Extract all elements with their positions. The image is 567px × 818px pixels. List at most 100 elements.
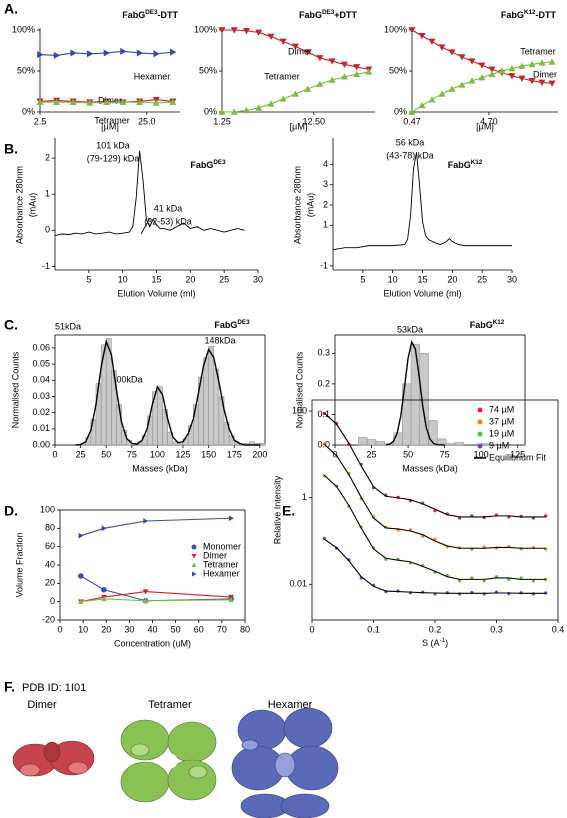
x-axis-label: Concentration (uM) bbox=[114, 638, 191, 648]
marker bbox=[304, 85, 312, 92]
histogram-bar bbox=[454, 442, 464, 446]
marker bbox=[408, 108, 416, 115]
marker bbox=[365, 68, 373, 75]
legend-label: 9 µM bbox=[489, 440, 509, 450]
y-axis-label: Absorbance 280nm bbox=[14, 166, 24, 244]
histogram-bar bbox=[157, 386, 163, 446]
x-axis-label: Elution Volume (ml) bbox=[383, 288, 461, 298]
text-part: ) bbox=[445, 638, 448, 648]
y-tick-label: 0% bbox=[22, 106, 35, 116]
structure-name: Hexamer bbox=[268, 699, 313, 711]
legend-label: Hexamer bbox=[203, 568, 240, 578]
y-tick-label: 100% bbox=[12, 24, 35, 34]
histogram-bar bbox=[193, 404, 199, 446]
data-line bbox=[80, 517, 232, 537]
histogram-bar bbox=[167, 431, 174, 446]
series-label: Dimer bbox=[98, 95, 122, 105]
marker bbox=[544, 577, 548, 581]
histogram-bar bbox=[146, 415, 153, 446]
chart-title: FabGDE3+DTT bbox=[299, 9, 358, 20]
marker bbox=[102, 98, 110, 105]
legend-label: Tetramer bbox=[203, 559, 239, 569]
histogram-bar bbox=[141, 435, 148, 446]
marker bbox=[230, 108, 238, 115]
marker bbox=[53, 51, 61, 59]
y-tick-label: 50% bbox=[389, 65, 407, 75]
marker bbox=[418, 32, 426, 40]
x-tick-label: 25 bbox=[219, 274, 229, 284]
marker bbox=[291, 43, 299, 50]
marker bbox=[255, 29, 263, 36]
x-tick-label: 25 bbox=[477, 274, 487, 284]
x-tick-label: 4.70 bbox=[480, 116, 498, 126]
marker bbox=[304, 49, 312, 56]
marker bbox=[316, 80, 324, 87]
marker bbox=[482, 579, 486, 583]
histogram-bar bbox=[445, 443, 456, 446]
y-tick-label: -20 bbox=[42, 614, 55, 624]
y-tick-label: 0% bbox=[394, 106, 407, 116]
marker bbox=[548, 58, 556, 65]
marker bbox=[218, 27, 226, 34]
marker bbox=[169, 98, 177, 105]
histogram-bar bbox=[259, 443, 266, 446]
panel-label: F. bbox=[4, 679, 15, 695]
x-tick-label: 125 bbox=[176, 449, 191, 459]
text-part: FabG bbox=[470, 320, 493, 330]
x-tick-label: 75 bbox=[440, 449, 450, 459]
marker bbox=[136, 49, 144, 57]
fit-line bbox=[323, 443, 546, 549]
marker bbox=[528, 60, 536, 68]
chart-title: FabGK12-DTT bbox=[501, 9, 557, 20]
marker bbox=[101, 525, 107, 532]
annotation: 51kDa bbox=[55, 321, 81, 331]
panel-label: C. bbox=[4, 317, 18, 333]
y-tick-label: 50% bbox=[17, 65, 35, 75]
marker bbox=[191, 544, 197, 550]
y-tick-label: 60 bbox=[45, 541, 55, 551]
histogram-bar bbox=[203, 357, 209, 446]
marker bbox=[143, 518, 149, 524]
superscript: DE3 bbox=[237, 319, 250, 326]
marker bbox=[228, 515, 234, 522]
series-label: Tetramer bbox=[94, 115, 130, 125]
annotation: 101 kDa bbox=[96, 140, 130, 150]
y-tick-label: 100 bbox=[40, 504, 55, 514]
legend-label: 37 µM bbox=[489, 416, 514, 426]
x-tick-label: 30 bbox=[124, 624, 134, 634]
x-tick-label: 0 bbox=[57, 624, 62, 634]
marker bbox=[518, 62, 526, 69]
marker bbox=[528, 78, 536, 85]
histogram-bar bbox=[375, 441, 385, 446]
marker bbox=[69, 98, 77, 105]
histogram-bar bbox=[419, 353, 429, 446]
x-tick-label: 10 bbox=[78, 624, 88, 634]
marker bbox=[477, 443, 483, 449]
y-tick-label: 0.01 bbox=[289, 579, 307, 589]
marker bbox=[192, 571, 197, 577]
data-line bbox=[411, 61, 553, 113]
marker bbox=[428, 96, 436, 103]
x-tick-label: 0.2 bbox=[429, 624, 442, 634]
x-tick-label: 70 bbox=[217, 624, 227, 634]
marker bbox=[418, 101, 426, 109]
x-tick-label: 50 bbox=[171, 624, 181, 634]
annotation: 53kDa bbox=[397, 324, 423, 334]
y-tick-label: -1 bbox=[320, 260, 328, 270]
x-tick-label: 12.50 bbox=[303, 116, 326, 126]
marker bbox=[152, 99, 160, 106]
marker bbox=[531, 579, 536, 583]
structure-name: Tetramer bbox=[148, 699, 192, 711]
marker bbox=[508, 73, 516, 80]
y-tick-label: 0% bbox=[204, 106, 217, 116]
hexamer-structure bbox=[231, 707, 339, 818]
marker bbox=[153, 50, 160, 58]
legend-label: Dimer bbox=[203, 550, 227, 560]
x-tick-label: 150 bbox=[201, 449, 216, 459]
x-tick-label: 5 bbox=[86, 274, 91, 284]
y-tick-label: 100% bbox=[194, 24, 217, 34]
y-tick-label: 0.04 bbox=[32, 375, 50, 385]
annotation: (32-53) kDa bbox=[144, 216, 192, 226]
fit-line bbox=[323, 538, 546, 594]
superscript: DE3 bbox=[213, 159, 226, 166]
